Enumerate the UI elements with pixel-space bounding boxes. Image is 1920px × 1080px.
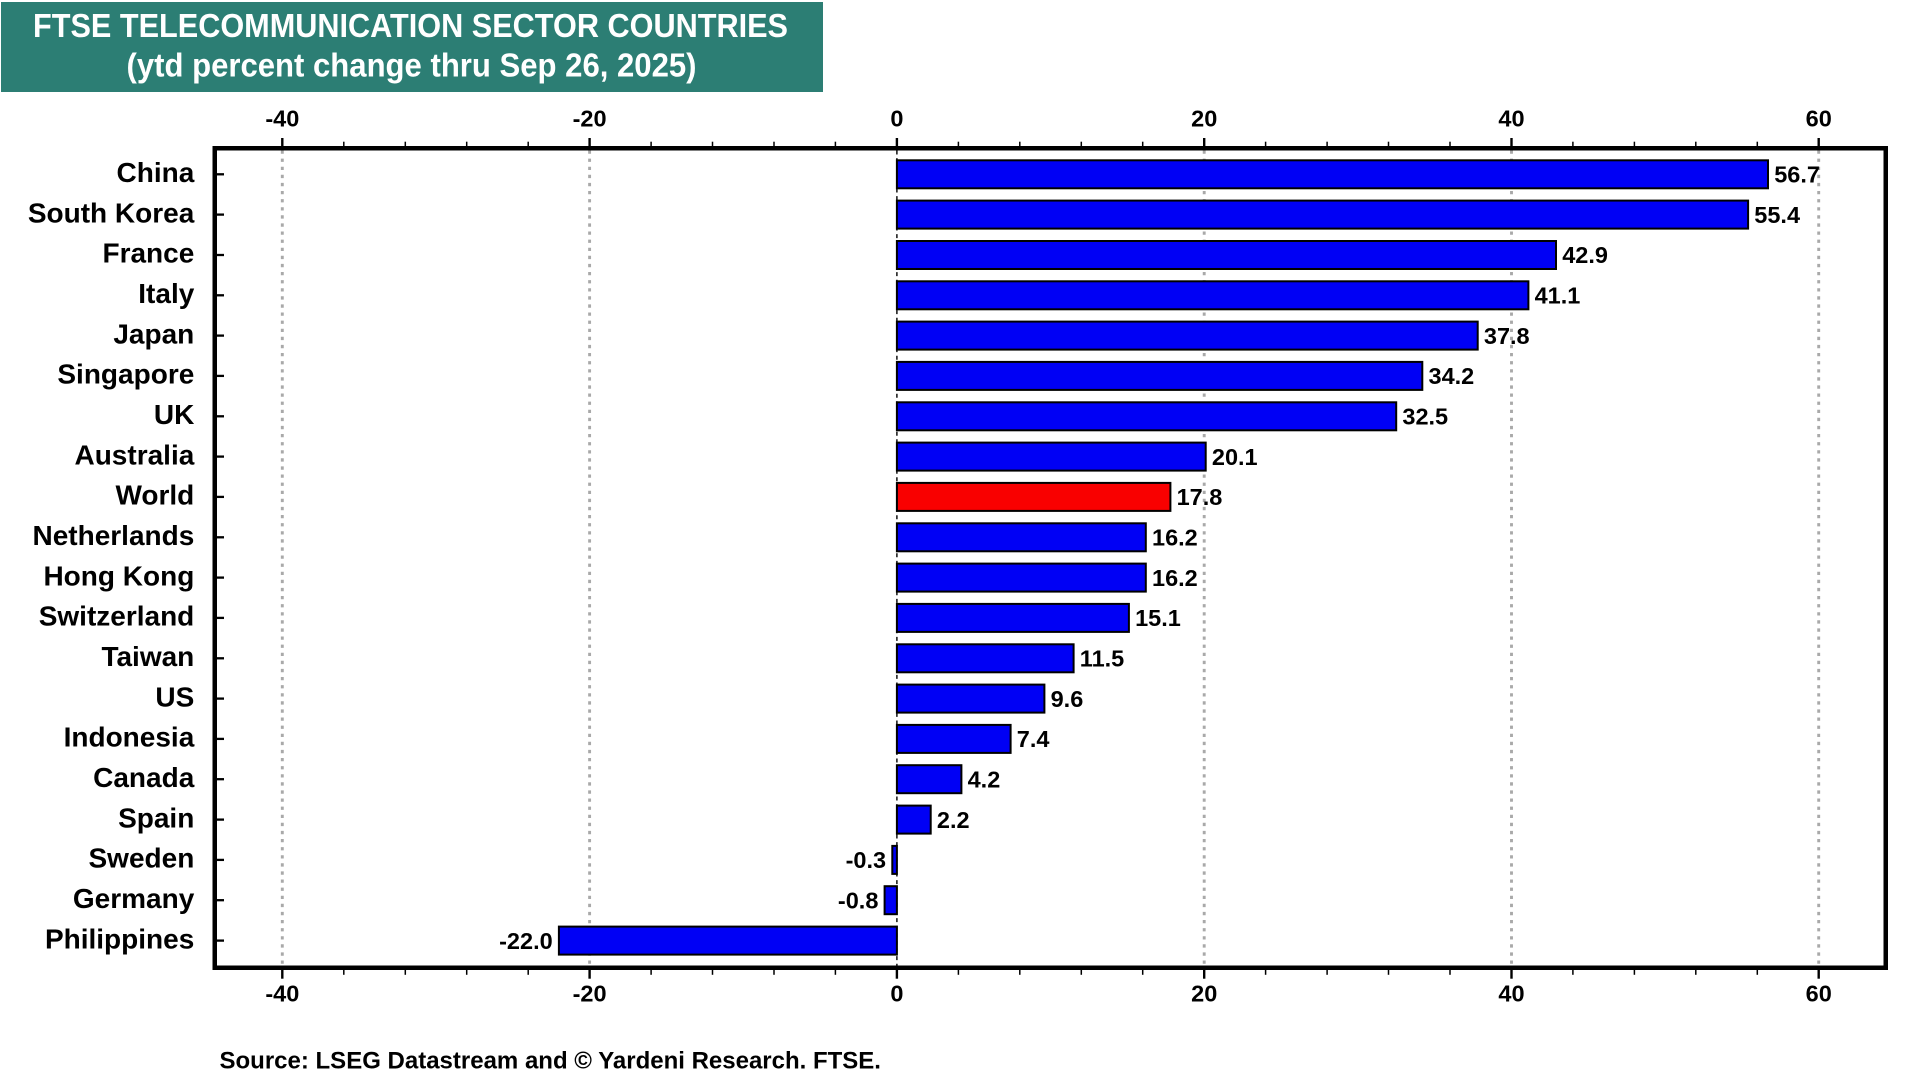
- svg-text:South Korea: South Korea: [28, 197, 195, 228]
- svg-text:40: 40: [1498, 980, 1524, 1006]
- svg-text:-20: -20: [573, 106, 607, 132]
- svg-text:UK: UK: [154, 399, 194, 430]
- svg-text:20: 20: [1191, 106, 1217, 132]
- svg-text:World: World: [115, 480, 194, 511]
- svg-text:Spain: Spain: [118, 802, 194, 833]
- svg-text:7.4: 7.4: [1017, 726, 1050, 752]
- svg-text:Japan: Japan: [113, 318, 194, 349]
- svg-text:-40: -40: [265, 106, 299, 132]
- svg-text:2.2: 2.2: [937, 807, 970, 833]
- svg-text:40: 40: [1498, 106, 1524, 132]
- svg-text:Philippines: Philippines: [45, 923, 194, 954]
- svg-text:Canada: Canada: [93, 762, 195, 793]
- svg-text:20.1: 20.1: [1212, 444, 1258, 470]
- svg-text:Singapore: Singapore: [57, 359, 194, 390]
- svg-text:15.1: 15.1: [1135, 605, 1181, 631]
- svg-text:55.4: 55.4: [1754, 202, 1800, 228]
- svg-text:60: 60: [1806, 980, 1832, 1006]
- svg-text:Switzerland: Switzerland: [39, 601, 195, 632]
- svg-text:(ytd percent change thru Sep 2: (ytd percent change thru Sep 26, 2025): [127, 47, 697, 84]
- svg-text:Australia: Australia: [74, 439, 194, 470]
- svg-text:32.5: 32.5: [1402, 404, 1448, 430]
- svg-text:Netherlands: Netherlands: [32, 520, 194, 551]
- svg-text:60: 60: [1806, 106, 1832, 132]
- svg-text:37.8: 37.8: [1484, 323, 1530, 349]
- svg-text:US: US: [155, 681, 194, 712]
- svg-text:-40: -40: [265, 980, 299, 1006]
- svg-text:42.9: 42.9: [1562, 242, 1608, 268]
- svg-text:France: France: [102, 238, 194, 269]
- svg-text:-0.3: -0.3: [846, 847, 887, 873]
- svg-text:11.5: 11.5: [1080, 646, 1124, 672]
- svg-text:China: China: [117, 157, 195, 188]
- svg-text:Sweden: Sweden: [88, 843, 194, 874]
- svg-text:-20: -20: [573, 980, 607, 1006]
- svg-text:16.2: 16.2: [1152, 525, 1198, 551]
- svg-text:41.1: 41.1: [1535, 283, 1581, 309]
- svg-text:0: 0: [890, 980, 903, 1006]
- svg-text:34.2: 34.2: [1429, 363, 1475, 389]
- svg-text:Indonesia: Indonesia: [64, 722, 195, 753]
- svg-text:17.8: 17.8: [1177, 484, 1223, 510]
- svg-text:FTSE TELECOMMUNICATION SECTOR: FTSE TELECOMMUNICATION SECTOR COUNTRIES: [33, 7, 788, 44]
- svg-text:9.6: 9.6: [1051, 686, 1084, 712]
- svg-text:Italy: Italy: [138, 278, 194, 309]
- svg-text:0: 0: [890, 106, 903, 132]
- svg-text:-22.0: -22.0: [499, 928, 553, 954]
- svg-text:20: 20: [1191, 980, 1217, 1006]
- svg-text:Hong Kong: Hong Kong: [43, 560, 194, 591]
- svg-text:56.7: 56.7: [1774, 162, 1820, 188]
- svg-text:4.2: 4.2: [968, 767, 1001, 793]
- svg-text:Taiwan: Taiwan: [101, 641, 194, 672]
- svg-text:Germany: Germany: [73, 883, 195, 914]
- svg-text:16.2: 16.2: [1152, 565, 1198, 591]
- svg-text:-0.8: -0.8: [838, 887, 879, 913]
- svg-text:Source: LSEG Datastream and ©: Source: LSEG Datastream and © Yardeni Re…: [220, 1047, 881, 1074]
